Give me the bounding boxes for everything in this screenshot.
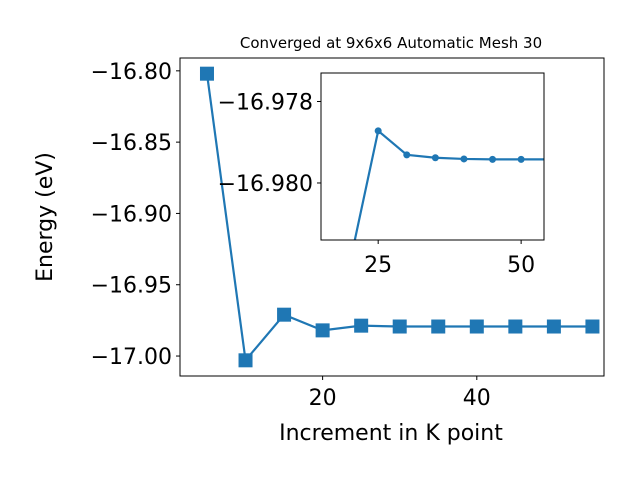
- main-y-tick-label: −17.00: [91, 345, 172, 370]
- main-x-axis-label: Increment in K point: [279, 421, 503, 446]
- main-y-ticks: −17.00 −16.95 −16.90 −16.85 −16.80: [91, 60, 180, 370]
- inset-data-point: [460, 155, 468, 163]
- main-y-tick-label: −16.80: [91, 60, 172, 85]
- main-data-point: [469, 319, 484, 334]
- main-data-point: [354, 318, 369, 333]
- main-data-point: [199, 66, 214, 81]
- main-y-tick-label: −16.95: [91, 274, 172, 299]
- inset-axes: 25 50 −16.980 −16.978: [218, 72, 545, 278]
- inset-data-point: [517, 155, 525, 163]
- inset-data-point: [374, 127, 382, 135]
- main-series: [199, 66, 600, 368]
- inset-x-ticks: 25 50: [364, 240, 535, 278]
- main-data-point: [238, 353, 253, 368]
- inset-plot-frame: [320, 72, 545, 241]
- main-x-tick-label: 40: [463, 386, 491, 411]
- main-data-point: [585, 319, 600, 334]
- main-data-point: [508, 319, 523, 334]
- main-plot-frame: [179, 57, 605, 377]
- main-title: Converged at 9x6x6 Automatic Mesh 30: [240, 34, 542, 52]
- inset-data-point: [403, 151, 411, 159]
- inset-y-ticks: −16.980 −16.978: [218, 91, 321, 197]
- main-data-point: [546, 319, 561, 334]
- main-y-tick-label: −16.85: [91, 131, 172, 156]
- main-data-point: [315, 323, 330, 338]
- main-y-tick-label: −16.90: [91, 202, 172, 227]
- inset-series: [353, 127, 544, 240]
- main-x-ticks: 20 40: [309, 376, 491, 411]
- main-data-point: [392, 319, 407, 334]
- main-axes: Converged at 9x6x6 Automatic Mesh 30 20 4…: [33, 34, 605, 446]
- inset-x-tick-label: 25: [364, 253, 392, 278]
- main-x-tick-label: 20: [309, 386, 337, 411]
- inset-series-line: [353, 128, 544, 240]
- inset-y-tick-label: −16.978: [218, 91, 313, 116]
- inset-y-tick-label: −16.980: [218, 172, 313, 197]
- main-data-point: [277, 307, 292, 322]
- inset-x-tick-label: 50: [507, 253, 535, 278]
- inset-data-point: [489, 155, 497, 163]
- main-data-point: [431, 319, 446, 334]
- inset-data-point: [431, 154, 439, 162]
- main-y-axis-label: Energy (eV): [33, 152, 58, 282]
